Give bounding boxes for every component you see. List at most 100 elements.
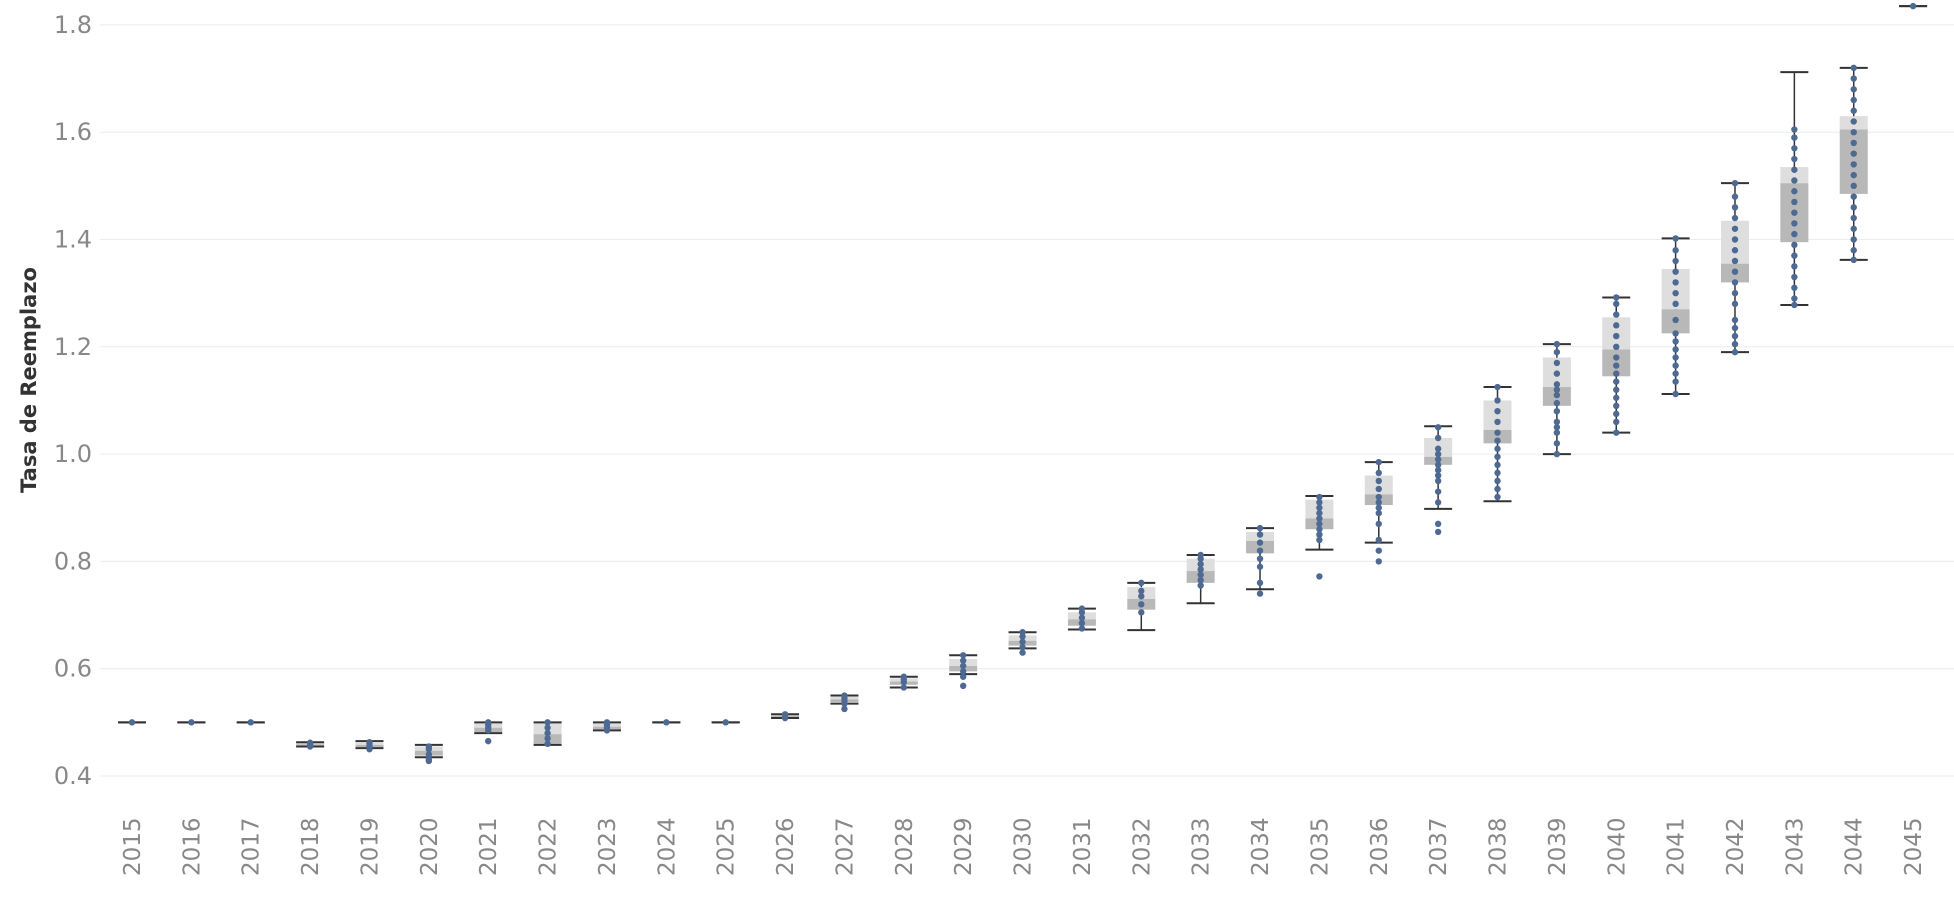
data-point: [1613, 394, 1620, 401]
x-tick-label: 2021: [476, 817, 502, 876]
y-tick-label: 0.4: [54, 762, 92, 790]
box-2020: [414, 743, 443, 765]
data-point: [1791, 145, 1798, 152]
data-point: [1494, 493, 1501, 501]
data-point: [1375, 469, 1382, 477]
data-point: [1850, 161, 1857, 168]
box-2029: [949, 652, 978, 690]
data-point: [1672, 257, 1679, 265]
data-point: [1256, 547, 1264, 554]
data-point: [1019, 649, 1026, 656]
data-point: [1850, 247, 1857, 254]
data-point: [1316, 520, 1323, 528]
box-2035: [1305, 493, 1334, 580]
data-point: [1731, 193, 1739, 200]
data-point: [1672, 346, 1679, 353]
data-point: [841, 705, 848, 713]
data-point: [1078, 619, 1086, 627]
data-point: [1909, 2, 1917, 10]
data-point: [1553, 348, 1561, 356]
data-point: [1850, 225, 1857, 232]
data-point: [1375, 536, 1382, 544]
box-2026: [771, 711, 800, 722]
data-point: [1850, 150, 1857, 157]
data-point: [959, 652, 967, 659]
data-point: [1791, 273, 1798, 281]
box-2036: [1364, 458, 1393, 565]
data-point: [1256, 563, 1264, 570]
y-tick-label: 1.8: [54, 11, 92, 39]
x-tick-label: 2033: [1189, 817, 1215, 876]
data-point: [1434, 450, 1442, 458]
data-point: [1256, 524, 1264, 532]
box-2039: [1542, 340, 1571, 458]
box-2022: [533, 719, 562, 748]
x-tick-label: 2025: [714, 817, 740, 876]
data-point: [1197, 571, 1204, 579]
x-tick-label: 2026: [773, 817, 799, 876]
data-point: [1434, 520, 1442, 528]
x-tick-label: 2022: [536, 817, 562, 876]
data-point: [781, 711, 789, 718]
x-tick-label: 2045: [1901, 817, 1927, 876]
x-tick-label: 2032: [1129, 817, 1155, 876]
data-point: [1197, 576, 1204, 584]
data-point: [1850, 236, 1857, 243]
x-tick-label: 2019: [357, 817, 383, 876]
data-point: [247, 719, 254, 726]
box-2037: [1424, 424, 1453, 536]
data-point: [1850, 256, 1857, 264]
data-point: [1019, 644, 1026, 651]
x-tick-label: 2018: [298, 817, 324, 876]
data-point: [1553, 407, 1561, 415]
data-point: [1731, 300, 1739, 308]
data-point: [959, 668, 967, 675]
data-point: [1553, 429, 1561, 436]
data-point: [603, 719, 611, 726]
data-point: [1375, 520, 1382, 528]
y-tick-label: 1.4: [54, 226, 92, 254]
data-point: [1791, 230, 1798, 238]
data-point: [1672, 354, 1679, 361]
data-point: [1256, 579, 1264, 587]
box-lower: [1246, 541, 1275, 554]
box-2027: [830, 692, 859, 713]
data-point: [1553, 424, 1561, 431]
data-point: [1078, 605, 1086, 612]
data-point: [1791, 220, 1798, 227]
data-point: [959, 673, 967, 680]
data-point: [1850, 214, 1857, 222]
data-point: [1375, 458, 1382, 466]
box-2024: [652, 719, 681, 726]
data-point: [1138, 593, 1145, 600]
data-point: [1791, 177, 1798, 184]
box-2017: [236, 719, 265, 726]
x-tick-label: 2040: [1604, 817, 1630, 876]
data-point: [1672, 370, 1679, 377]
data-point: [1613, 429, 1620, 436]
box-2025: [711, 719, 740, 726]
box-2018: [296, 739, 325, 750]
data-point: [425, 751, 433, 758]
data-point: [1613, 332, 1620, 340]
data-point: [722, 719, 729, 726]
data-point: [1553, 340, 1561, 348]
data-point: [1197, 551, 1204, 559]
box-2015: [118, 719, 146, 726]
data-point: [1316, 536, 1323, 544]
data-point: [1850, 204, 1857, 211]
box-2044: [1839, 64, 1868, 264]
data-point: [1613, 322, 1620, 329]
box-upper: [1364, 475, 1393, 495]
data-point: [1731, 332, 1739, 340]
data-point: [1434, 424, 1442, 431]
data-point: [1316, 499, 1323, 506]
data-point: [1316, 504, 1323, 511]
data-point: [1791, 166, 1798, 173]
x-tick-label: 2027: [832, 817, 858, 876]
data-point: [1494, 383, 1501, 391]
data-point: [1850, 118, 1857, 125]
data-point: [1494, 429, 1501, 436]
x-tick-label: 2038: [1486, 817, 1512, 876]
